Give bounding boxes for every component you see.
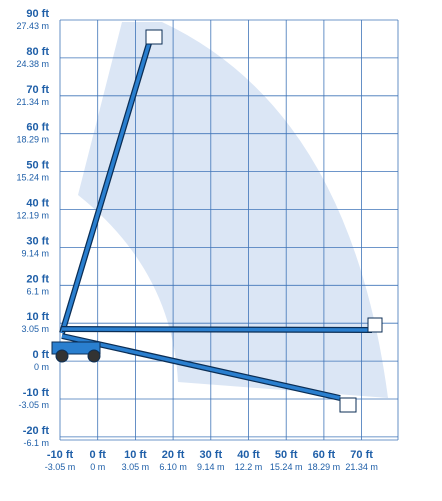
y-label-m: 3.05 m xyxy=(21,324,49,334)
basket-low xyxy=(339,397,357,413)
basket-top xyxy=(145,29,163,45)
upper-boom-fill xyxy=(60,39,152,334)
x-label-m: 21.34 m xyxy=(345,462,378,472)
y-label-ft: 10 ft xyxy=(26,311,49,323)
x-label-m: 12.2 m xyxy=(235,462,263,472)
x-label-ft: 60 ft xyxy=(313,449,336,461)
y-label-ft: 40 ft xyxy=(26,198,49,210)
y-label-m: 9.14 m xyxy=(21,248,49,258)
y-label-m: 12.19 m xyxy=(16,211,49,221)
envelope xyxy=(78,22,388,398)
y-label-m: -3.05 m xyxy=(18,400,49,410)
y-label-ft: -10 ft xyxy=(23,387,50,399)
y-label-m: 18.29 m xyxy=(16,135,49,145)
lower-boom-fill xyxy=(61,334,341,400)
x-label-ft: 0 ft xyxy=(89,449,106,461)
y-label-ft: 30 ft xyxy=(26,235,49,247)
x-label-ft: 20 ft xyxy=(162,449,185,461)
wheel xyxy=(87,349,101,363)
x-label-ft: 30 ft xyxy=(199,449,222,461)
y-label-ft: 0 ft xyxy=(33,349,50,361)
lift xyxy=(51,29,383,413)
x-label-ft: 50 ft xyxy=(275,449,298,461)
x-label-m: 6.10 m xyxy=(159,462,187,472)
horizontal-boom-fill xyxy=(61,327,373,332)
x-label-m: 0 m xyxy=(90,462,105,472)
y-label-ft: 90 ft xyxy=(26,8,49,20)
basket-right xyxy=(367,317,383,333)
grid xyxy=(59,19,399,441)
x-label-m: 9.14 m xyxy=(197,462,225,472)
y-label-ft: 50 ft xyxy=(26,160,49,172)
y-label-m: 0 m xyxy=(34,362,49,372)
x-label-ft: 70 ft xyxy=(350,449,373,461)
y-label-m: 6.1 m xyxy=(26,286,49,296)
y-label-ft: 80 ft xyxy=(26,46,49,58)
y-label-ft: -20 ft xyxy=(23,425,50,437)
x-label-m: 15.24 m xyxy=(270,462,303,472)
x-label-ft: 40 ft xyxy=(237,449,260,461)
y-label-m: 21.34 m xyxy=(16,97,49,107)
y-label-m: -6.1 m xyxy=(23,438,49,448)
x-label-ft: 10 ft xyxy=(124,449,147,461)
y-label-m: 27.43 m xyxy=(16,21,49,31)
x-label-m: -3.05 m xyxy=(45,462,76,472)
y-label-m: 24.38 m xyxy=(16,59,49,69)
y-label-m: 15.24 m xyxy=(16,173,49,183)
x-label-m: 3.05 m xyxy=(122,462,150,472)
y-label-ft: 70 ft xyxy=(26,84,49,96)
wheel xyxy=(55,349,69,363)
x-label-ft: -10 ft xyxy=(47,449,74,461)
x-label-m: 18.29 m xyxy=(308,462,341,472)
y-label-ft: 60 ft xyxy=(26,122,49,134)
y-label-ft: 20 ft xyxy=(26,273,49,285)
